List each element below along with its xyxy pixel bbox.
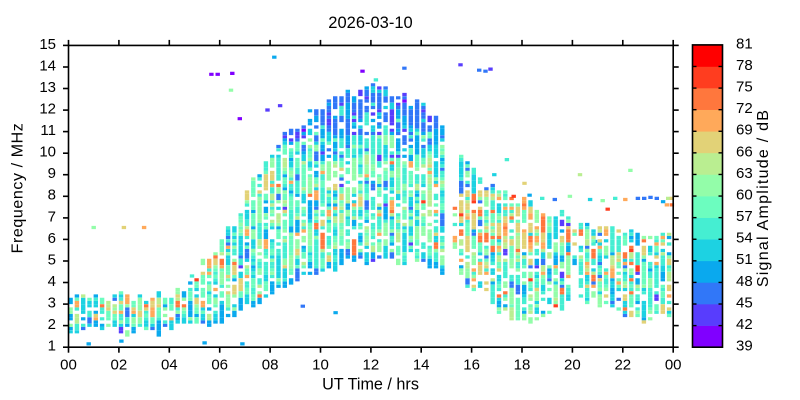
svg-text:3: 3 (48, 295, 56, 312)
svg-text:14: 14 (413, 357, 430, 374)
svg-text:12: 12 (39, 101, 56, 118)
svg-text:18: 18 (514, 357, 531, 374)
svg-text:Frequency / MHz: Frequency / MHz (10, 123, 27, 254)
svg-text:UT Time / hrs: UT Time / hrs (322, 376, 419, 394)
svg-text:00: 00 (60, 357, 77, 374)
svg-text:02: 02 (111, 357, 128, 374)
svg-text:06: 06 (211, 357, 228, 374)
svg-text:78: 78 (736, 57, 753, 74)
svg-text:20: 20 (564, 357, 581, 374)
svg-text:15: 15 (39, 36, 56, 53)
svg-text:16: 16 (463, 357, 480, 374)
svg-text:63: 63 (736, 165, 753, 182)
svg-text:22: 22 (614, 357, 631, 374)
svg-text:57: 57 (736, 208, 753, 225)
svg-text:10: 10 (39, 144, 56, 161)
svg-text:66: 66 (736, 143, 753, 160)
svg-text:5: 5 (48, 251, 56, 268)
svg-text:8: 8 (48, 187, 56, 204)
svg-text:1: 1 (48, 338, 56, 355)
svg-text:6: 6 (48, 230, 56, 247)
svg-text:75: 75 (736, 79, 753, 96)
svg-text:7: 7 (48, 208, 56, 225)
svg-text:00: 00 (665, 357, 682, 374)
svg-text:14: 14 (39, 57, 56, 74)
svg-text:Signal Amplitude / dB: Signal Amplitude / dB (755, 109, 772, 287)
svg-text:13: 13 (39, 79, 56, 96)
svg-text:12: 12 (363, 357, 380, 374)
svg-text:2026-03-10: 2026-03-10 (328, 14, 412, 32)
svg-text:45: 45 (736, 294, 753, 311)
svg-text:04: 04 (161, 357, 178, 374)
svg-text:4: 4 (48, 273, 56, 290)
svg-text:10: 10 (312, 357, 329, 374)
svg-text:54: 54 (736, 230, 753, 247)
svg-text:69: 69 (736, 122, 753, 139)
svg-text:9: 9 (48, 165, 56, 182)
svg-text:60: 60 (736, 186, 753, 203)
svg-text:51: 51 (736, 251, 753, 268)
svg-text:08: 08 (262, 357, 279, 374)
svg-text:48: 48 (736, 273, 753, 290)
svg-text:42: 42 (736, 316, 753, 333)
svg-text:81: 81 (736, 35, 753, 52)
svg-text:2: 2 (48, 316, 56, 333)
svg-text:39: 39 (736, 338, 753, 355)
svg-text:72: 72 (736, 100, 753, 117)
svg-text:11: 11 (40, 122, 56, 139)
